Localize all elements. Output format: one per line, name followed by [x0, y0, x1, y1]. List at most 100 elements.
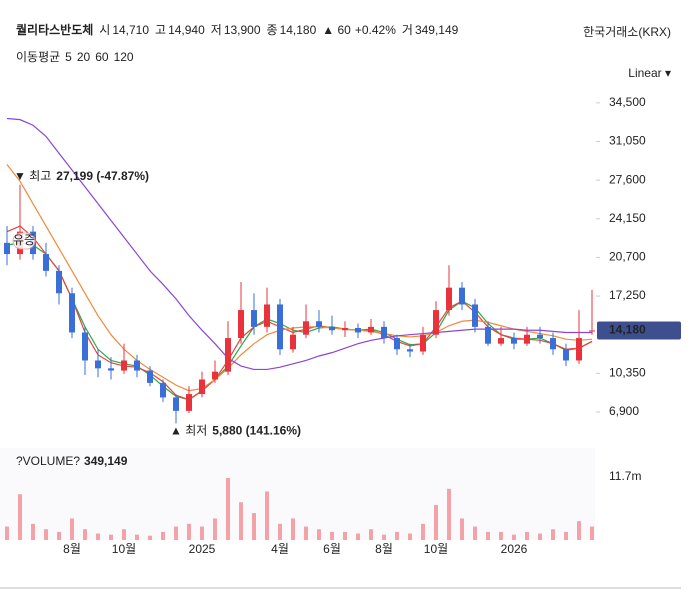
volume-bar	[239, 502, 243, 540]
ma-line	[6, 225, 593, 401]
legend-title: 이동평균	[16, 50, 60, 64]
volume-bar	[122, 529, 126, 540]
volume-bar	[590, 526, 594, 540]
candle-body	[160, 382, 166, 398]
y-tick-label: 34,500	[609, 95, 646, 109]
scale-button[interactable]: Linear ▾	[628, 66, 671, 80]
candle-body	[303, 321, 309, 335]
volume-bar	[460, 518, 464, 540]
legend-entry: 20	[77, 50, 91, 64]
volume-bar	[304, 526, 308, 540]
ma-line	[6, 117, 592, 371]
volume-bar	[330, 531, 334, 540]
candle-body	[511, 338, 517, 344]
candle-body	[134, 360, 140, 371]
volume-bar	[57, 531, 61, 540]
stock-name: 퀄리타스반도체	[16, 22, 93, 37]
y-tick-label: 31,050	[609, 134, 646, 148]
candle-body	[537, 334, 543, 339]
x-tick-label: 8월	[375, 542, 393, 556]
volume-bar	[395, 531, 399, 540]
candle-body	[550, 338, 556, 350]
candle-body	[524, 334, 530, 344]
volume-title-value: 349,149	[84, 454, 128, 468]
quote-label: 시	[99, 23, 110, 37]
candle-body	[485, 326, 491, 344]
annotation-label: 5,880 (141.16%)	[212, 424, 301, 438]
candle-body	[381, 326, 387, 339]
candle-body	[82, 332, 88, 361]
badge-box	[12, 232, 36, 250]
last-price-box	[597, 321, 681, 340]
candle-body	[563, 349, 569, 361]
x-tick-label: 2026	[501, 542, 528, 556]
volume-bar	[486, 531, 490, 540]
candle-body	[368, 326, 374, 333]
candle-body	[355, 327, 361, 333]
x-tick-label: 6월	[323, 542, 341, 556]
candle-body	[407, 349, 413, 352]
candle-body	[277, 304, 283, 350]
candle-body	[173, 397, 179, 411]
volume-bar	[200, 526, 204, 540]
candle-body	[108, 368, 114, 371]
candle-body	[329, 326, 335, 331]
x-tick-label: 2025	[189, 542, 216, 556]
volume-bar	[291, 518, 295, 540]
legend-entry: 60	[95, 50, 109, 64]
volume-bar	[499, 531, 503, 540]
badge-label: 유증	[13, 233, 35, 247]
volume-bar	[538, 533, 542, 540]
candle-body	[95, 360, 101, 369]
exchange: 한국거래소(KRX)	[583, 25, 671, 39]
y-tick-label: 27,600	[609, 172, 646, 186]
quote-label: 고	[155, 23, 166, 37]
candle-body	[186, 394, 192, 411]
candle-body	[121, 360, 127, 371]
volume-bar	[135, 534, 139, 540]
volume-bar	[96, 533, 100, 540]
quote-label: 종	[267, 23, 278, 37]
quote-value: 14,180	[280, 23, 317, 37]
volume-bar	[408, 533, 412, 540]
x-tick-label: 10월	[424, 542, 448, 556]
volume-bar	[265, 491, 269, 540]
volume-bar	[109, 534, 113, 540]
legend-entry: 5	[65, 50, 72, 64]
volume-bar	[148, 535, 152, 540]
change: ▲ 60	[322, 23, 351, 37]
volume-bar	[213, 518, 217, 540]
quote-label: 저	[211, 23, 222, 37]
volume-bar	[187, 523, 191, 540]
y-tick-label: 10,350	[609, 366, 646, 380]
candle-body	[212, 371, 218, 380]
candle-body	[238, 310, 244, 339]
volume-bar	[174, 526, 178, 540]
volume-bar	[369, 529, 373, 540]
quote-value: 14,710	[112, 23, 149, 37]
volume-bar	[226, 478, 230, 540]
volume-bar	[382, 534, 386, 540]
candle-body	[576, 338, 582, 361]
x-tick-label: 4월	[271, 542, 289, 556]
candle-body	[420, 334, 426, 352]
ma-line	[6, 242, 593, 401]
annotation-label: 27,199 (-47.87%)	[56, 169, 149, 183]
volume-bar	[447, 488, 451, 540]
candle-body	[4, 242, 10, 255]
volume-title: ?VOLUME?	[16, 454, 80, 468]
volume-bar	[577, 521, 581, 540]
legend-entry: 120	[114, 50, 134, 64]
candle-body	[472, 304, 478, 327]
candle-body	[459, 287, 465, 305]
volume-bar	[421, 523, 425, 540]
annotation-marker: ▼ 최고	[14, 169, 51, 183]
candle-body	[394, 338, 400, 350]
volume-bar	[356, 533, 360, 540]
candle-body	[589, 330, 595, 332]
candle-body	[433, 310, 439, 335]
candle-body	[264, 304, 270, 327]
volume-bar	[564, 531, 568, 540]
volume-bar	[278, 523, 282, 540]
